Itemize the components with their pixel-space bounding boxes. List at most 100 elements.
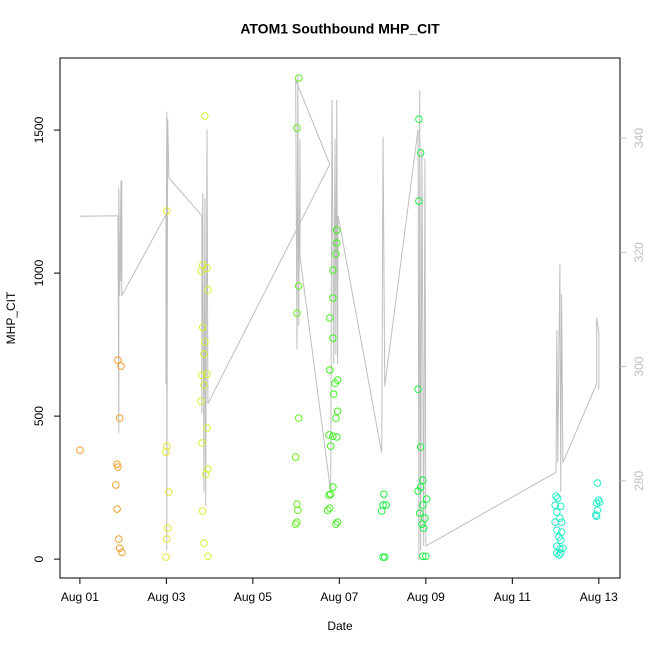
point xyxy=(419,501,427,509)
point xyxy=(329,483,337,491)
point xyxy=(593,479,602,487)
point xyxy=(422,552,430,561)
point xyxy=(162,553,170,561)
x-tick-label: Aug 13 xyxy=(580,590,618,604)
point xyxy=(162,448,170,456)
point xyxy=(204,465,212,473)
point xyxy=(294,506,302,515)
point xyxy=(422,495,431,503)
y-tick-label: 1500 xyxy=(32,116,46,143)
point xyxy=(293,309,301,317)
point xyxy=(416,483,425,491)
point xyxy=(414,385,422,394)
x-tick-label: Aug 09 xyxy=(407,590,445,604)
point xyxy=(293,124,301,132)
point xyxy=(325,491,333,499)
point xyxy=(115,414,124,422)
point xyxy=(332,250,340,259)
point xyxy=(593,506,602,515)
point xyxy=(421,514,429,523)
x-tick-label: Aug 07 xyxy=(320,590,358,604)
point xyxy=(592,512,601,521)
point xyxy=(198,371,206,380)
point xyxy=(114,356,122,364)
point xyxy=(163,442,171,450)
point xyxy=(203,264,211,273)
point xyxy=(555,551,563,559)
point xyxy=(329,266,337,275)
point xyxy=(415,509,424,517)
point xyxy=(294,414,303,422)
y2-tick-label: 340 xyxy=(632,128,646,148)
y-axis-label: MHP_CIT xyxy=(4,291,18,344)
point xyxy=(557,518,566,527)
point xyxy=(118,548,126,557)
x-tick-label: Aug 11 xyxy=(494,590,531,604)
point xyxy=(115,535,123,543)
y-tick-label: 0 xyxy=(32,555,46,562)
point xyxy=(551,518,559,527)
point xyxy=(553,526,561,535)
point xyxy=(200,539,208,547)
point xyxy=(551,501,559,509)
point xyxy=(163,535,171,543)
point xyxy=(200,350,208,358)
point xyxy=(331,379,339,388)
point xyxy=(559,544,567,553)
y2-tick-label: 320 xyxy=(632,242,646,262)
point xyxy=(325,431,333,439)
point xyxy=(415,115,423,124)
point xyxy=(595,498,604,507)
point xyxy=(163,524,172,533)
point xyxy=(553,494,562,502)
point xyxy=(414,487,422,495)
point xyxy=(326,366,334,374)
point xyxy=(197,397,205,406)
point xyxy=(326,442,335,450)
x-axis-label: Date xyxy=(327,619,353,633)
point xyxy=(329,294,337,302)
point xyxy=(380,553,389,561)
point xyxy=(293,500,301,509)
point xyxy=(76,446,84,454)
y2-tick-label: 300 xyxy=(632,356,646,376)
point xyxy=(592,499,601,507)
point xyxy=(114,463,122,471)
point xyxy=(291,520,300,529)
point xyxy=(556,502,565,511)
point xyxy=(203,370,211,378)
point xyxy=(201,112,209,120)
y-tick-label: 500 xyxy=(32,406,46,426)
point xyxy=(553,508,561,517)
point xyxy=(329,390,338,398)
point xyxy=(165,488,173,496)
point xyxy=(329,432,337,440)
point xyxy=(293,518,301,527)
point xyxy=(552,492,560,500)
point xyxy=(416,443,425,451)
point xyxy=(204,552,212,561)
point xyxy=(200,381,208,390)
point xyxy=(323,506,332,515)
point xyxy=(418,520,426,529)
point xyxy=(111,481,120,489)
plot-box xyxy=(59,57,621,579)
point xyxy=(294,74,303,82)
point xyxy=(326,314,334,322)
point xyxy=(115,544,124,553)
point xyxy=(203,424,211,432)
point xyxy=(419,524,428,533)
point xyxy=(333,407,342,416)
x-tick-label: Aug 05 xyxy=(234,590,272,604)
point xyxy=(382,501,390,509)
point xyxy=(553,549,561,557)
point xyxy=(204,286,212,294)
point xyxy=(556,514,564,523)
point xyxy=(326,504,334,513)
chart-title: ATOM1 Southbound MHP_CIT xyxy=(240,21,440,37)
point xyxy=(201,470,210,478)
point xyxy=(291,453,300,461)
point xyxy=(332,414,340,422)
point xyxy=(377,507,386,515)
